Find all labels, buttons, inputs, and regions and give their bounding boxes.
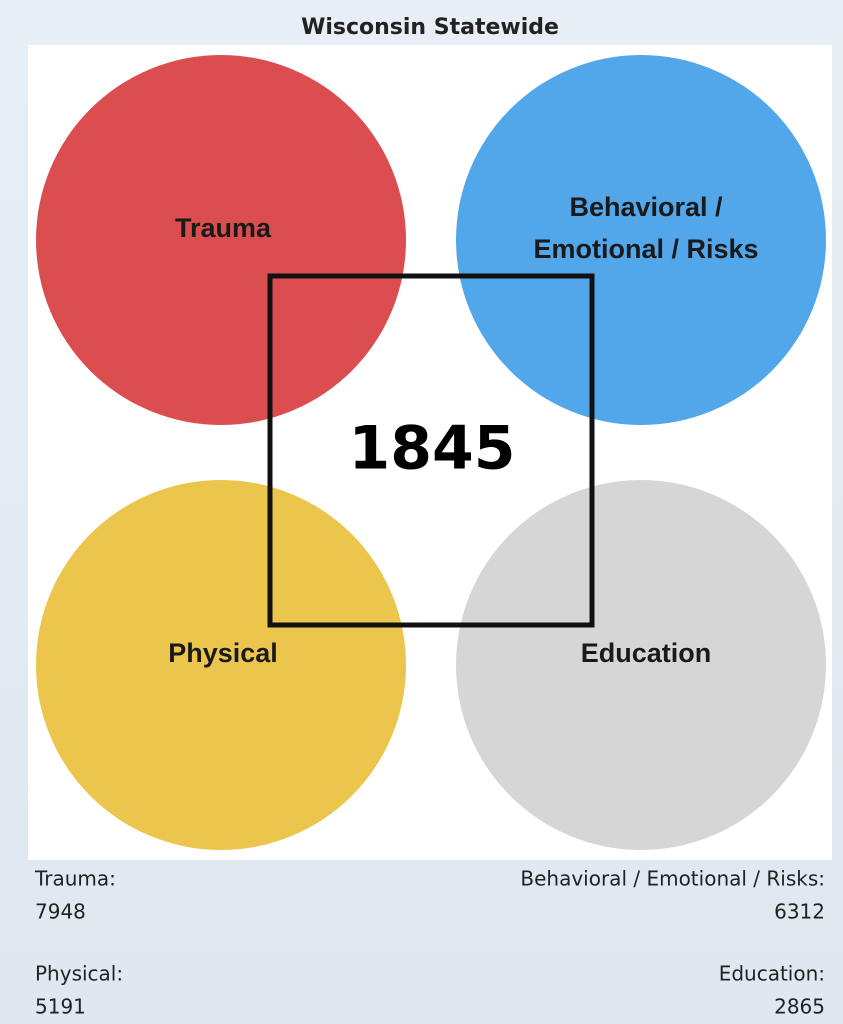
circle-label: Behavioral / <box>569 192 723 222</box>
category-circle <box>36 480 406 850</box>
center-count: 1845 <box>349 414 516 484</box>
category-circle <box>36 55 406 425</box>
category-circle <box>456 480 826 850</box>
circle-label: Trauma <box>175 213 272 243</box>
circle-label: Emotional / Risks <box>533 234 758 264</box>
stat-label: Behavioral / Emotional / Risks: <box>520 867 825 891</box>
stat-value: 2865 <box>774 995 825 1019</box>
overlap-box <box>267 273 595 628</box>
title: Wisconsin Statewide <box>301 15 559 40</box>
category-circle <box>456 55 826 425</box>
circle-label: Education <box>581 638 712 668</box>
stat-value: 7948 <box>35 900 86 924</box>
stat-label: Physical: <box>35 962 123 986</box>
stat-value: 6312 <box>774 900 825 924</box>
stat-label: Trauma: <box>34 867 116 891</box>
stat-value: 5191 <box>35 995 86 1019</box>
stat-label: Education: <box>719 962 825 986</box>
circle-label: Physical <box>168 638 278 668</box>
